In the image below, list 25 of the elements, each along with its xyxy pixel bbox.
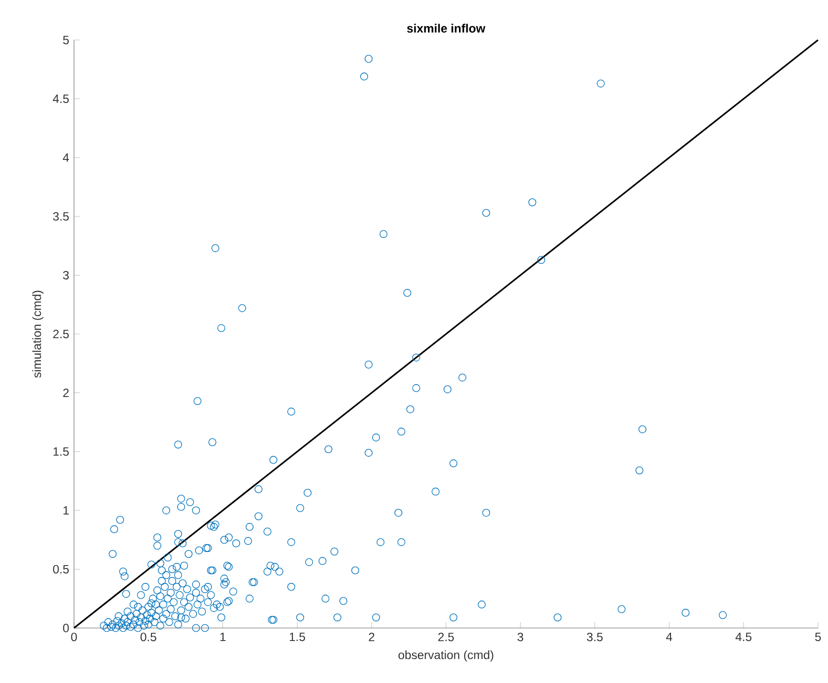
x-tick-label: 0 bbox=[71, 632, 77, 642]
y-axis-title: simulation (cmd) bbox=[32, 290, 44, 378]
y-tick-label: 1 bbox=[64, 506, 69, 515]
y-tick-label: 0 bbox=[63, 624, 69, 632]
x-axis-title: observation (cmd) bbox=[398, 650, 494, 662]
x-tick-label: 5 bbox=[815, 632, 821, 642]
y-tick-label: 3 bbox=[63, 270, 69, 280]
x-tick-label: 3.5 bbox=[586, 632, 603, 642]
x-tick-label: 2.5 bbox=[438, 632, 454, 642]
y-tick-label: 4 bbox=[62, 153, 69, 162]
y-tick-label: 0.5 bbox=[53, 564, 69, 574]
x-tick-label: 1.5 bbox=[290, 632, 306, 642]
y-tick-label: 2.5 bbox=[53, 330, 69, 338]
x-tick-label: 4 bbox=[666, 632, 672, 641]
y-tick-label: 2 bbox=[63, 388, 69, 397]
x-tick-label: 2 bbox=[368, 632, 374, 642]
y-tick-label: 1.5 bbox=[54, 447, 69, 456]
x-tick-label: 0.5 bbox=[140, 632, 156, 642]
x-tick-label: 3 bbox=[518, 632, 524, 642]
y-tick-label: 4.5 bbox=[52, 94, 69, 103]
chart-title: sixmile inflow bbox=[407, 24, 486, 33]
x-tick-label: 1 bbox=[220, 632, 226, 641]
x-tick-label: 4.5 bbox=[736, 632, 752, 642]
y-tick-label: 3.5 bbox=[53, 212, 69, 221]
y-tick-label: 5 bbox=[63, 36, 69, 44]
